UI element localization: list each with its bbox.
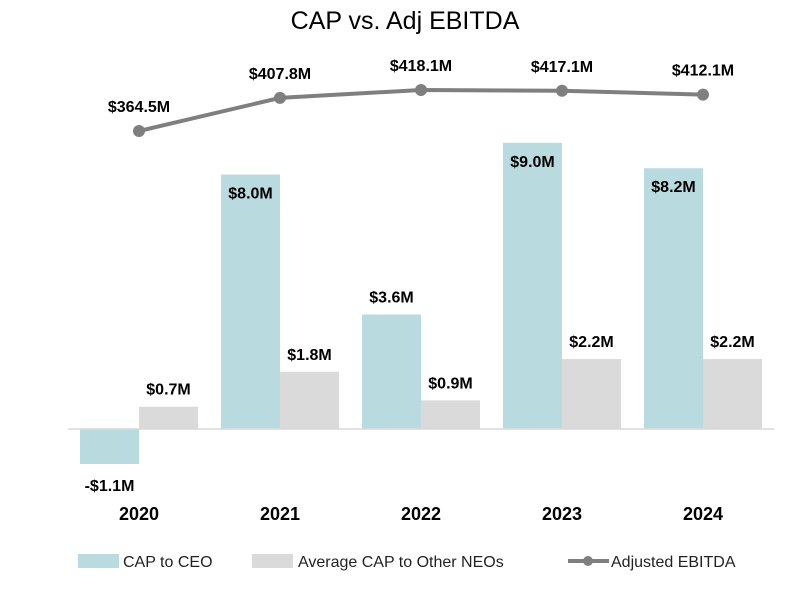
data-label-ebitda-2024: $412.1M bbox=[672, 63, 734, 80]
legend: CAP to CEO Average CAP to Other NEOs Adj… bbox=[78, 554, 736, 571]
legend-label-neo: Average CAP to Other NEOs bbox=[298, 554, 504, 571]
data-label-neo-2021: $1.8M bbox=[287, 347, 331, 364]
x-tick-label-2021: 2021 bbox=[260, 504, 300, 524]
ebitda-point-2021 bbox=[274, 91, 286, 104]
ebitda-line bbox=[138, 87, 704, 133]
bar-cap-ceo-2021 bbox=[221, 174, 280, 429]
ebitda-point-2024 bbox=[697, 88, 709, 101]
data-label-cap-ceo-2022: $3.6M bbox=[369, 290, 413, 307]
legend-swatch-neo bbox=[252, 554, 293, 568]
legend-swatch-ebitda-marker bbox=[583, 556, 593, 566]
data-label-neo-2020: $0.7M bbox=[146, 382, 190, 399]
data-label-cap-ceo-2023: $9.0M bbox=[510, 154, 554, 171]
ebitda-point-2022 bbox=[415, 83, 427, 96]
legend-swatch-cap-ceo bbox=[78, 554, 119, 568]
data-label-cap-ceo-2024: $8.2M bbox=[651, 179, 695, 196]
bar-neo-2023 bbox=[562, 359, 621, 429]
x-tick-label-2020: 2020 bbox=[119, 504, 159, 524]
data-label-neo-2022: $0.9M bbox=[428, 375, 472, 392]
bar-neo-2021 bbox=[280, 371, 339, 429]
bar-neo-2022 bbox=[421, 400, 480, 429]
legend-label-ebitda: Adjusted EBITDA bbox=[611, 554, 736, 571]
x-tick-label-2023: 2023 bbox=[542, 504, 582, 524]
x-tick-label-2024: 2024 bbox=[683, 504, 723, 524]
ebitda-point-2023 bbox=[556, 84, 568, 97]
ebitda-point-2020 bbox=[133, 125, 145, 137]
bar-cap-ceo-2022 bbox=[362, 314, 421, 429]
bar-cap-ceo-2024 bbox=[644, 168, 703, 430]
chart-title: CAP vs. Adj EBITDA bbox=[291, 7, 520, 35]
data-label-neo-2023: $2.2M bbox=[569, 334, 613, 351]
bar-cap-ceo-2023 bbox=[503, 142, 562, 430]
data-label-cap-ceo-2020: -$1.1M bbox=[85, 478, 135, 495]
legend-label-cap-ceo: CAP to CEO bbox=[123, 554, 213, 571]
bar-neo-2024 bbox=[703, 359, 762, 429]
data-label-ebitda-2020: $364.5M bbox=[108, 99, 170, 116]
data-label-ebitda-2022: $418.1M bbox=[390, 58, 452, 75]
data-label-cap-ceo-2021: $8.0M bbox=[228, 186, 272, 203]
data-label-ebitda-2021: $407.8M bbox=[249, 66, 311, 83]
bar-neo-2020 bbox=[139, 406, 198, 429]
data-label-neo-2024: $2.2M bbox=[710, 334, 754, 351]
bar-cap-ceo-2020 bbox=[80, 429, 139, 464]
x-tick-label-2022: 2022 bbox=[401, 504, 441, 524]
data-label-ebitda-2023: $417.1M bbox=[531, 59, 593, 76]
